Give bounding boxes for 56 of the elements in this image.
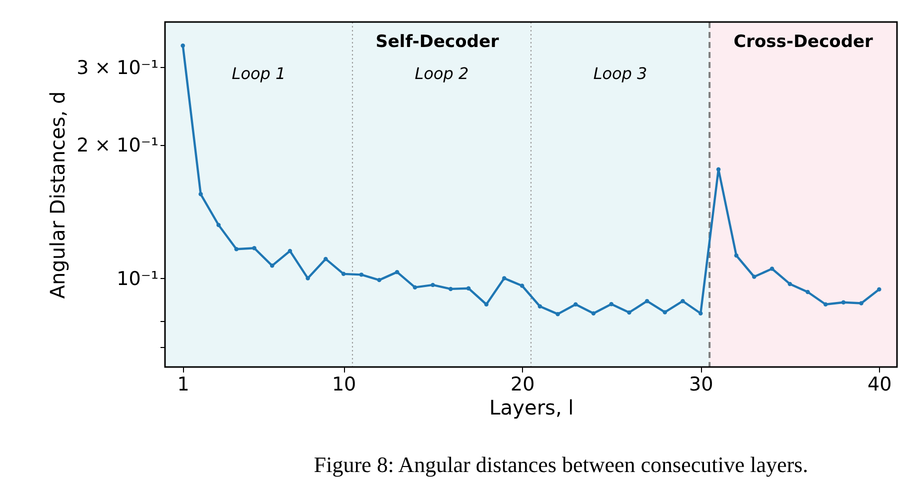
y-tick-label: 3 × 10⁻¹: [76, 56, 158, 79]
point: [448, 286, 453, 292]
x-tick-label: 1: [177, 374, 190, 396]
point: [234, 247, 239, 252]
point: [859, 301, 864, 306]
point: [252, 246, 256, 250]
point: [216, 222, 221, 228]
band-label: Cross-Decoder: [734, 32, 874, 52]
annotation: Loop 1: [232, 64, 286, 83]
y-tick-label: 10⁻¹: [116, 268, 158, 290]
point: [502, 276, 506, 280]
point: [680, 298, 685, 304]
y-tick-label: 2 × 10⁻¹: [76, 134, 158, 157]
point: [180, 44, 185, 48]
point: [627, 310, 632, 315]
x-tick-label: 30: [689, 374, 714, 396]
caption: Figure 8: Angular distances between consecutive layers.: [314, 452, 808, 477]
point: [877, 287, 882, 292]
point: [324, 256, 328, 262]
point: [430, 282, 435, 288]
point: [662, 310, 668, 314]
point: [520, 284, 524, 288]
annotation: Loop 2: [414, 64, 469, 83]
point: [556, 312, 560, 316]
point: [359, 272, 364, 277]
point: [609, 302, 614, 306]
x-axis-title: Layers, l: [489, 396, 574, 420]
point: [788, 282, 792, 286]
point: [591, 311, 596, 316]
point: [644, 298, 650, 304]
y-axis-title: Angular Distances, d: [46, 91, 70, 299]
point: [394, 270, 400, 274]
point: [770, 266, 774, 271]
point: [574, 302, 578, 306]
point: [466, 286, 471, 290]
point: [288, 248, 292, 254]
point: [306, 276, 310, 280]
x-tick-label: 40: [868, 374, 892, 396]
point: [377, 278, 382, 282]
point: [484, 302, 488, 306]
point: [806, 290, 810, 294]
annotation: Loop 3: [593, 64, 648, 83]
point: [734, 253, 738, 258]
band-label: Self-Decoder: [376, 32, 500, 52]
point: [270, 264, 274, 268]
point: [198, 192, 203, 196]
x-tick-label: 20: [510, 374, 535, 396]
point: [841, 300, 846, 305]
point: [716, 167, 721, 172]
point: [341, 272, 346, 276]
point: [698, 311, 703, 316]
point: [538, 304, 542, 308]
point: [823, 302, 828, 306]
point: [412, 285, 418, 290]
point: [752, 274, 756, 279]
x-tick-label: 10: [332, 374, 356, 396]
